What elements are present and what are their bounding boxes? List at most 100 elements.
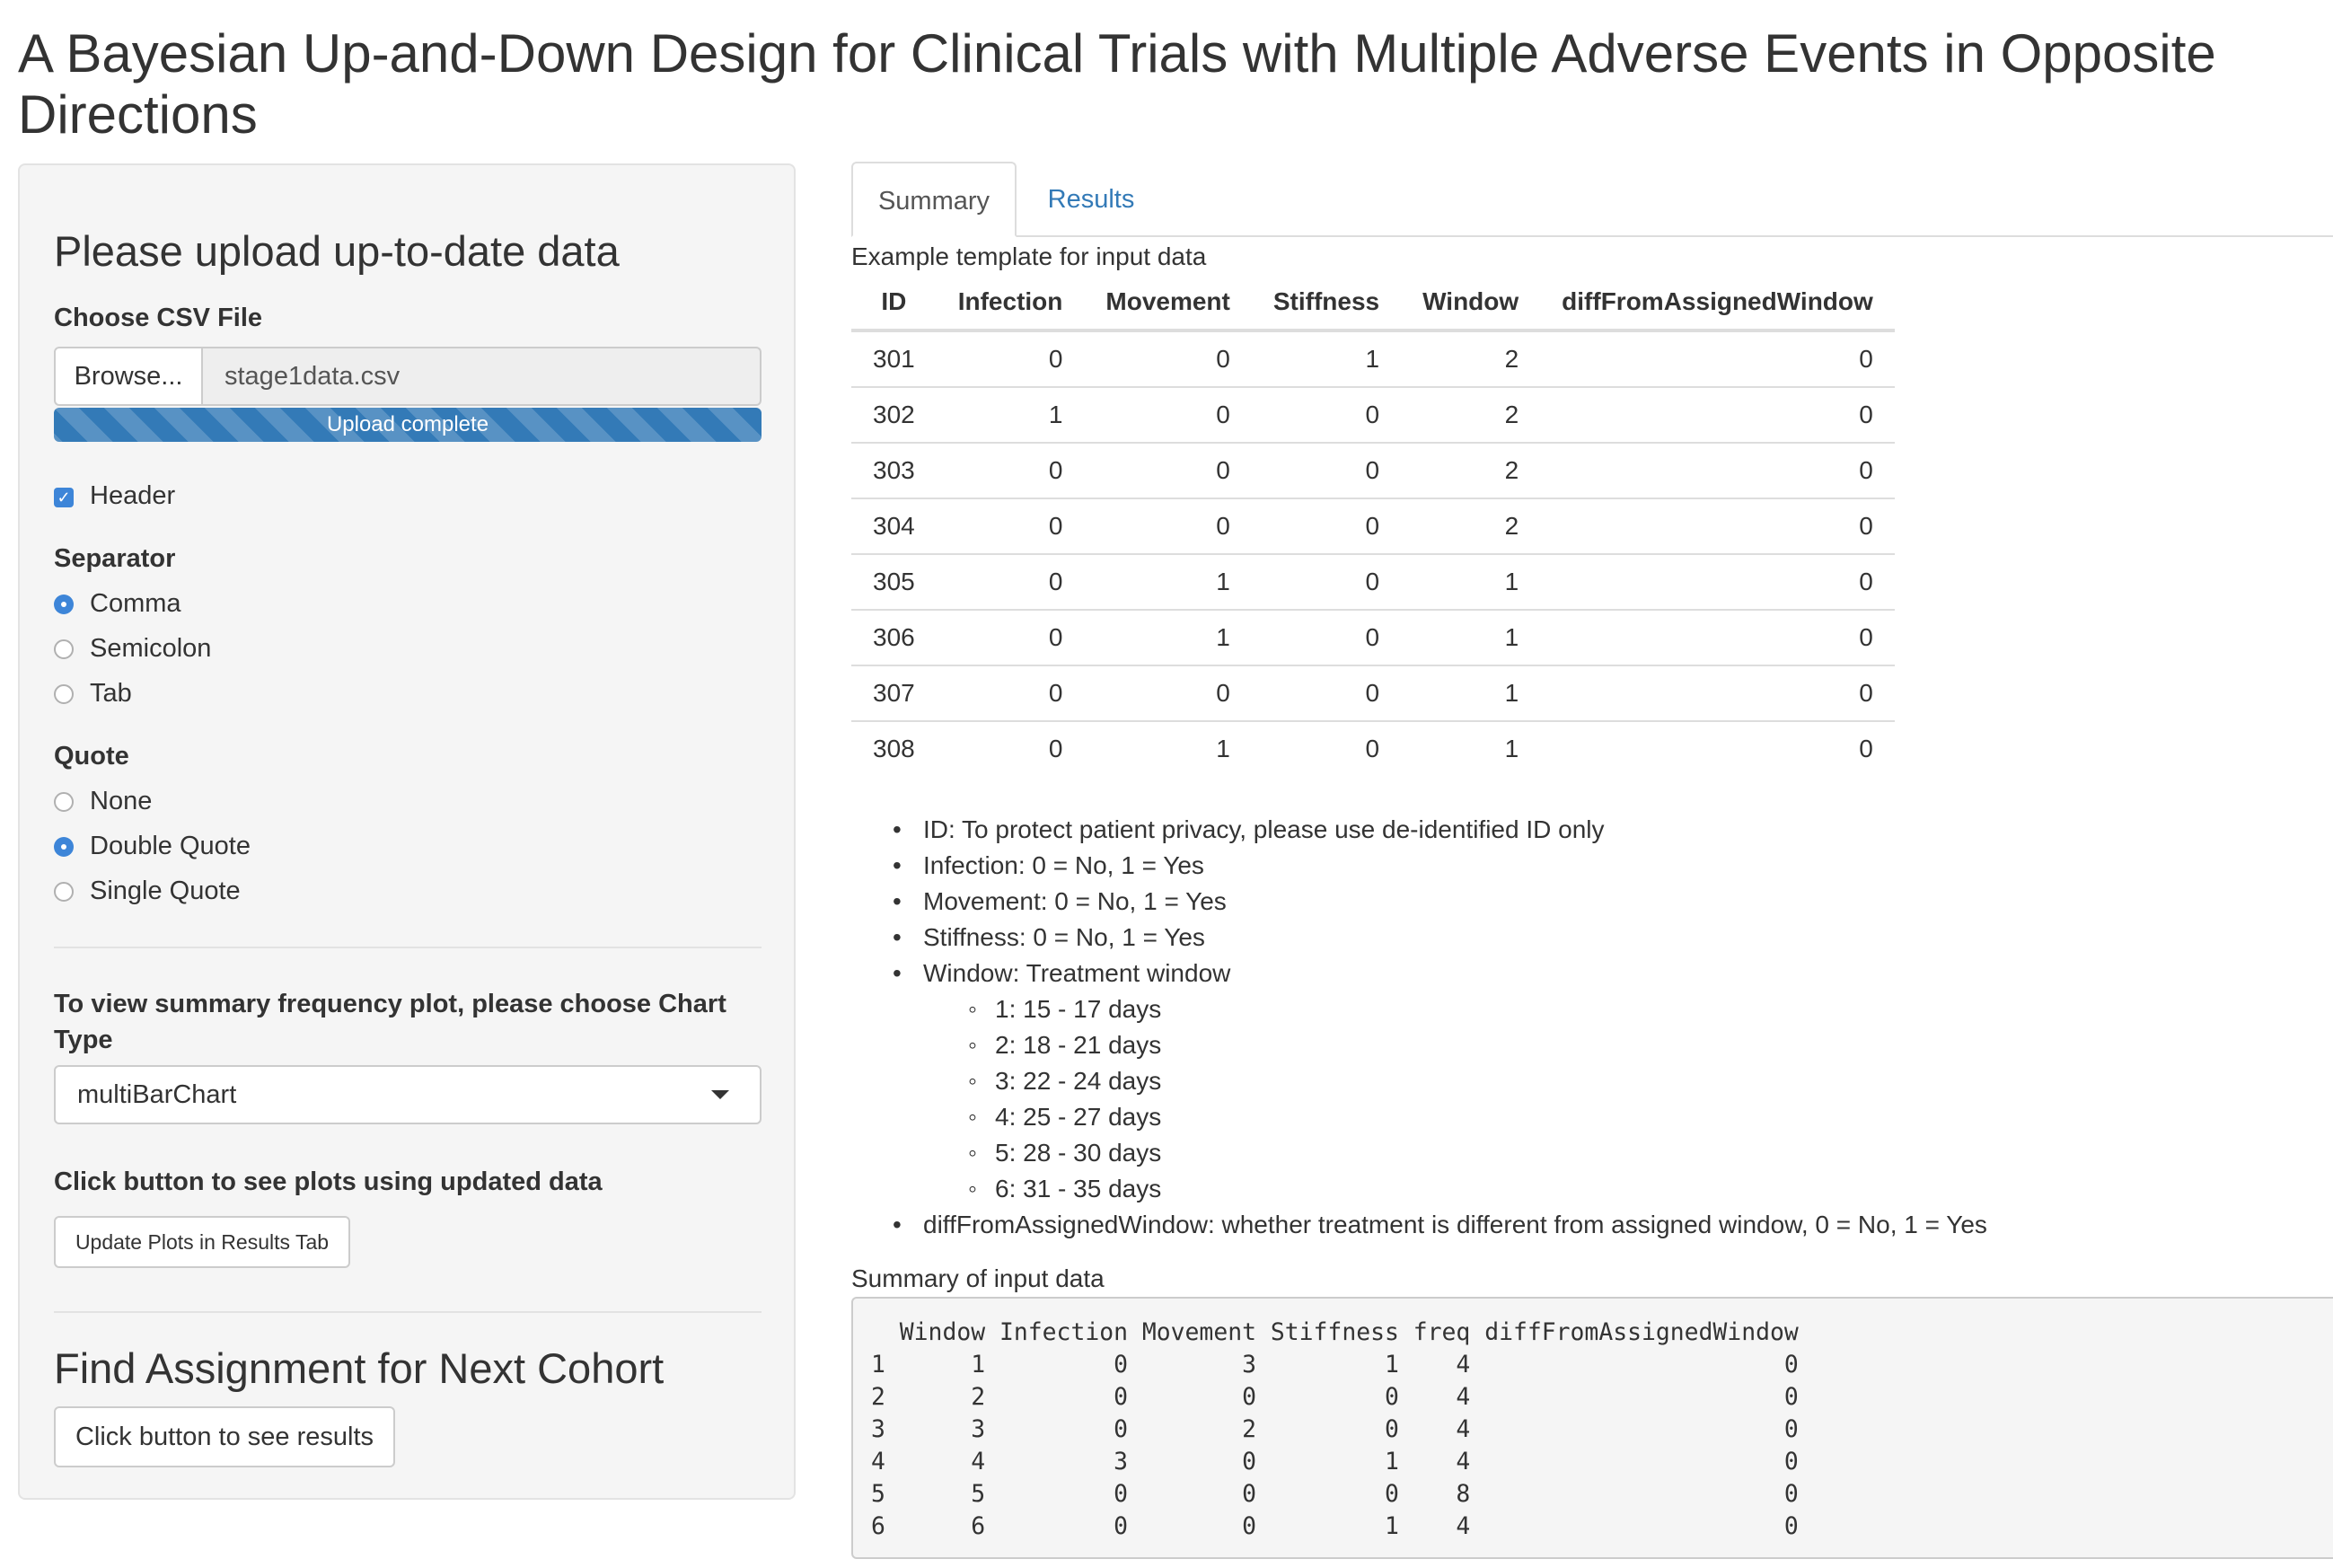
quote-option-label: None: [90, 787, 153, 815]
tab-results[interactable]: Results: [1047, 185, 1135, 214]
separator-label: Separator: [54, 544, 176, 573]
table-header-window: Window: [1401, 275, 1541, 332]
table-cell: 0: [1251, 498, 1402, 554]
table-row: 302 1 0 0 2 0: [851, 386, 1895, 443]
table-row: 307 0 0 0 1 0: [851, 665, 1895, 721]
table-cell: 0: [1084, 498, 1252, 554]
table-cell: 1: [1401, 553, 1541, 610]
table-cell: 1: [936, 386, 1085, 443]
table-cell: 2: [1401, 330, 1541, 387]
quote-radio-none[interactable]: [54, 792, 74, 812]
table-header-row: ID Infection Movement Stiffness Window d…: [851, 275, 1895, 332]
separator-radio-semicolon[interactable]: [54, 639, 74, 659]
table-cell: 1: [1251, 330, 1402, 387]
table-cell: 2: [1401, 386, 1541, 443]
table-cell: 0: [936, 609, 1085, 665]
list-item: Stiffness: 0 = No, 1 = Yes: [893, 920, 1987, 956]
table-cell: 0: [1540, 498, 1895, 554]
upload-progress-bar: Upload complete: [54, 408, 762, 442]
window-list: 1: 15 - 17 days 2: 18 - 21 days 3: 22 - …: [923, 991, 1987, 1207]
chevron-down-icon: [711, 1090, 729, 1099]
chart-type-select[interactable]: multiBarChart: [54, 1065, 762, 1124]
table-cell: 0: [1251, 386, 1402, 443]
table-cell: 0: [1540, 330, 1895, 387]
summary-line: 6 6 0 0 1 4 0: [871, 1512, 1799, 1540]
chart-type-label: To view summary frequency plot, please c…: [54, 990, 726, 1054]
table-cell: 0: [1251, 609, 1402, 665]
list-item: Infection: 0 = No, 1 = Yes: [893, 848, 1987, 884]
table-cell: 0: [1540, 442, 1895, 498]
table-cell: 1: [1401, 609, 1541, 665]
table-cell: 308: [851, 720, 937, 776]
table-cell: 0: [936, 720, 1085, 776]
table-cell: 1: [1401, 720, 1541, 776]
table-row: 306 0 1 0 1 0: [851, 609, 1895, 665]
tab-summary[interactable]: Summary: [851, 162, 1017, 237]
divider: [54, 1311, 762, 1313]
summary-caption: Summary of input data: [851, 1264, 1105, 1292]
table-row: 301 0 0 1 2 0: [851, 330, 1895, 387]
file-input-label: Choose CSV File: [54, 304, 263, 332]
list-item: 2: 18 - 21 days: [968, 1027, 1987, 1063]
table-cell: 306: [851, 609, 937, 665]
sidebar-panel: Please upload up-to-date data Choose CSV…: [18, 163, 796, 1500]
table-cell: 1: [1084, 609, 1252, 665]
chart-type-value: multiBarChart: [77, 1080, 237, 1109]
table-cell: 0: [1084, 386, 1252, 443]
header-checkbox[interactable]: ✓: [54, 488, 74, 507]
assignment-heading: Find Assignment for Next Cohort: [54, 1344, 665, 1392]
list-item: 3: 22 - 24 days: [968, 1063, 1987, 1099]
table-header-movement: Movement: [1084, 275, 1252, 332]
summary-line: 3 3 0 2 0 4 0: [871, 1415, 1799, 1443]
separator-radio-tab[interactable]: [54, 684, 74, 704]
table-cell: 1: [1401, 665, 1541, 721]
update-plots-button[interactable]: Update Plots in Results Tab: [54, 1216, 350, 1268]
table-cell: 2: [1401, 498, 1541, 554]
see-results-button[interactable]: Click button to see results: [54, 1406, 395, 1467]
table-cell: 304: [851, 498, 937, 554]
summary-line: 1 1 0 3 1 4 0: [871, 1351, 1799, 1379]
summary-output: Window Infection Movement Stiffness freq…: [851, 1297, 2333, 1559]
table-cell: 0: [936, 553, 1085, 610]
table-cell: 302: [851, 386, 937, 443]
update-plots-label: Click button to see plots using updated …: [54, 1167, 603, 1196]
list-item: 6: 31 - 35 days: [968, 1171, 1987, 1207]
separator-option-label: Semicolon: [90, 634, 212, 663]
table-header-infection: Infection: [936, 275, 1085, 332]
file-name-field[interactable]: stage1data.csv: [201, 347, 762, 406]
window-definition: Window: Treatment window: [923, 959, 1231, 987]
table-cell: 303: [851, 442, 937, 498]
upload-heading: Please upload up-to-date data: [54, 227, 620, 275]
quote-label: Quote: [54, 742, 129, 771]
table-cell: 0: [1540, 665, 1895, 721]
table-cell: 1: [1084, 553, 1252, 610]
list-item: diffFromAssignedWindow: whether treatmen…: [893, 1207, 1987, 1243]
table-cell: 305: [851, 553, 937, 610]
file-input[interactable]: Browse... stage1data.csv: [54, 347, 762, 406]
quote-radio-single[interactable]: [54, 882, 74, 902]
quote-option-label: Single Quote: [90, 876, 241, 905]
template-caption: Example template for input data: [851, 242, 1207, 270]
upload-status: Upload complete: [326, 412, 489, 436]
table-cell: 0: [936, 498, 1085, 554]
table-cell: 0: [1251, 442, 1402, 498]
tab-bar-divider: [851, 235, 2333, 237]
table-cell: 0: [1540, 386, 1895, 443]
table-cell: 0: [1540, 720, 1895, 776]
table-header-id: ID: [851, 275, 937, 332]
separator-option-label: Comma: [90, 589, 181, 618]
list-item: ID: To protect patient privacy, please u…: [893, 812, 1987, 848]
list-item: Window: Treatment window 1: 15 - 17 days…: [893, 956, 1987, 1207]
table-header-stiffness: Stiffness: [1251, 275, 1402, 332]
table-cell: 0: [1251, 553, 1402, 610]
quote-radio-double[interactable]: [54, 837, 74, 857]
table-cell: 301: [851, 330, 937, 387]
table-header-diff: diffFromAssignedWindow: [1540, 275, 1895, 332]
table-cell: 0: [1540, 609, 1895, 665]
table-cell: 0: [1251, 720, 1402, 776]
separator-radio-comma[interactable]: [54, 595, 74, 614]
browse-button[interactable]: Browse...: [54, 347, 203, 406]
table-cell: 307: [851, 665, 937, 721]
table-cell: 0: [1084, 665, 1252, 721]
summary-line: 2 2 0 0 0 4 0: [871, 1383, 1799, 1411]
